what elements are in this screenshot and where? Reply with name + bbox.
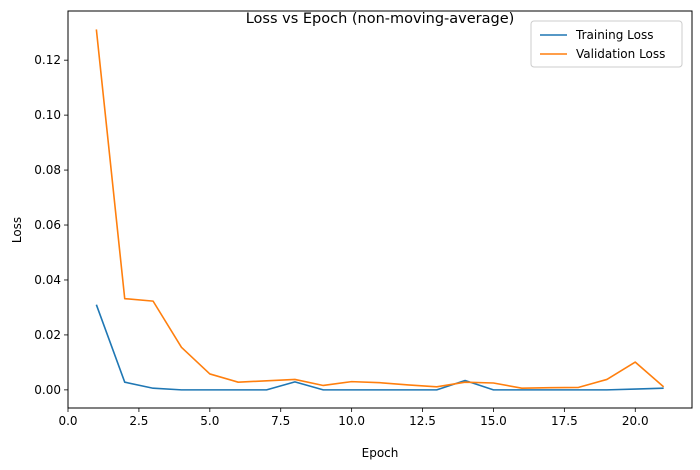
training-loss-line bbox=[95, 304, 664, 391]
legend-box bbox=[530, 20, 683, 68]
y-tick-label: 0.12 bbox=[34, 53, 61, 67]
y-tick-label: 0.06 bbox=[34, 218, 61, 232]
x-tick-label: 7.5 bbox=[271, 414, 290, 428]
legend-label: Training Loss bbox=[575, 28, 653, 42]
y-axis-label: Loss bbox=[10, 217, 24, 243]
y-tick-label: 0.00 bbox=[34, 383, 61, 397]
y-tick-label: 0.08 bbox=[34, 163, 61, 177]
legend: Training Loss Validation Loss bbox=[530, 20, 683, 68]
x-tick-label: 17.5 bbox=[551, 414, 578, 428]
y-tick-label: 0.04 bbox=[34, 273, 61, 287]
series-lines bbox=[95, 29, 665, 391]
chart-title: Loss vs Epoch (non-moving-average) bbox=[246, 11, 515, 27]
x-axis: 0.0 2.5 5.0 7.5 10.0 12.5 15.0 17.5 20.0 bbox=[58, 408, 649, 428]
y-tick-label: 0.10 bbox=[34, 108, 61, 122]
y-axis: 0.00 0.02 0.04 0.06 0.08 0.10 0.12 bbox=[34, 53, 68, 397]
y-tick-label: 0.02 bbox=[34, 328, 61, 342]
x-tick-label: 5.0 bbox=[200, 414, 219, 428]
x-tick-label: 10.0 bbox=[338, 414, 365, 428]
validation-loss-line bbox=[95, 29, 665, 390]
x-tick-label: 15.0 bbox=[480, 414, 507, 428]
x-tick-label: 12.5 bbox=[409, 414, 436, 428]
plot-frame bbox=[67, 10, 693, 409]
x-tick-label: 20.0 bbox=[622, 414, 649, 428]
x-tick-label: 2.5 bbox=[129, 414, 148, 428]
x-axis-label: Epoch bbox=[362, 446, 399, 460]
legend-label: Validation Loss bbox=[576, 47, 665, 61]
x-tick-label: 0.0 bbox=[58, 414, 77, 428]
